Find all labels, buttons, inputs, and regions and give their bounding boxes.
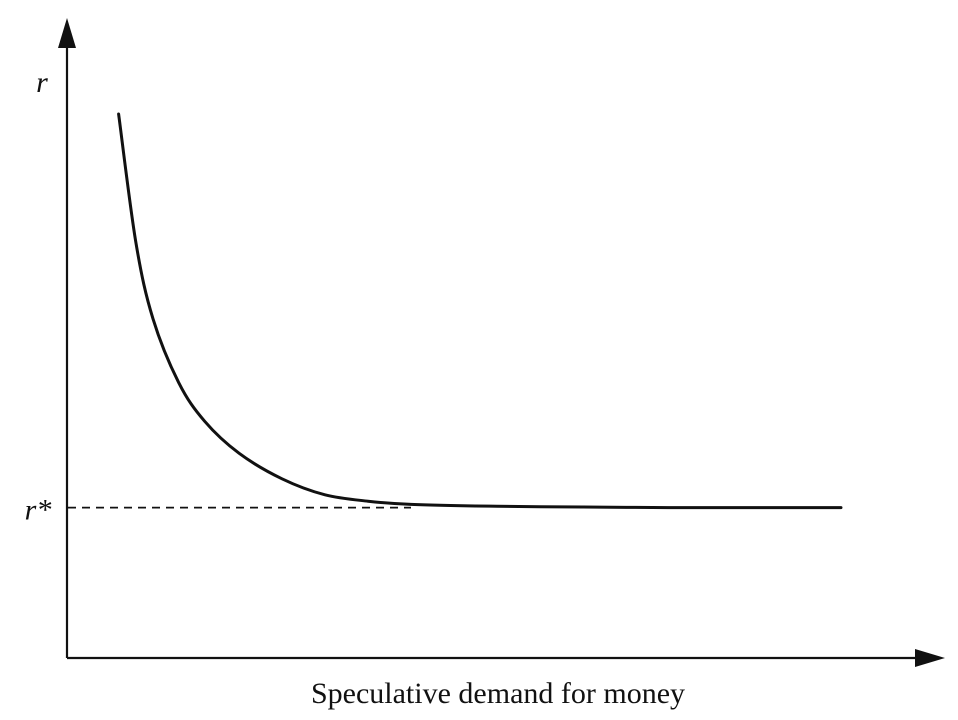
demand-curve (117, 112, 843, 510)
x-axis-label: Speculative demand for money (311, 677, 685, 710)
y-axis-label: r (36, 66, 48, 99)
y-axis-arrow-icon (58, 18, 76, 48)
reference-line-label: r* (25, 494, 52, 527)
x-axis-arrow-icon (915, 649, 945, 667)
